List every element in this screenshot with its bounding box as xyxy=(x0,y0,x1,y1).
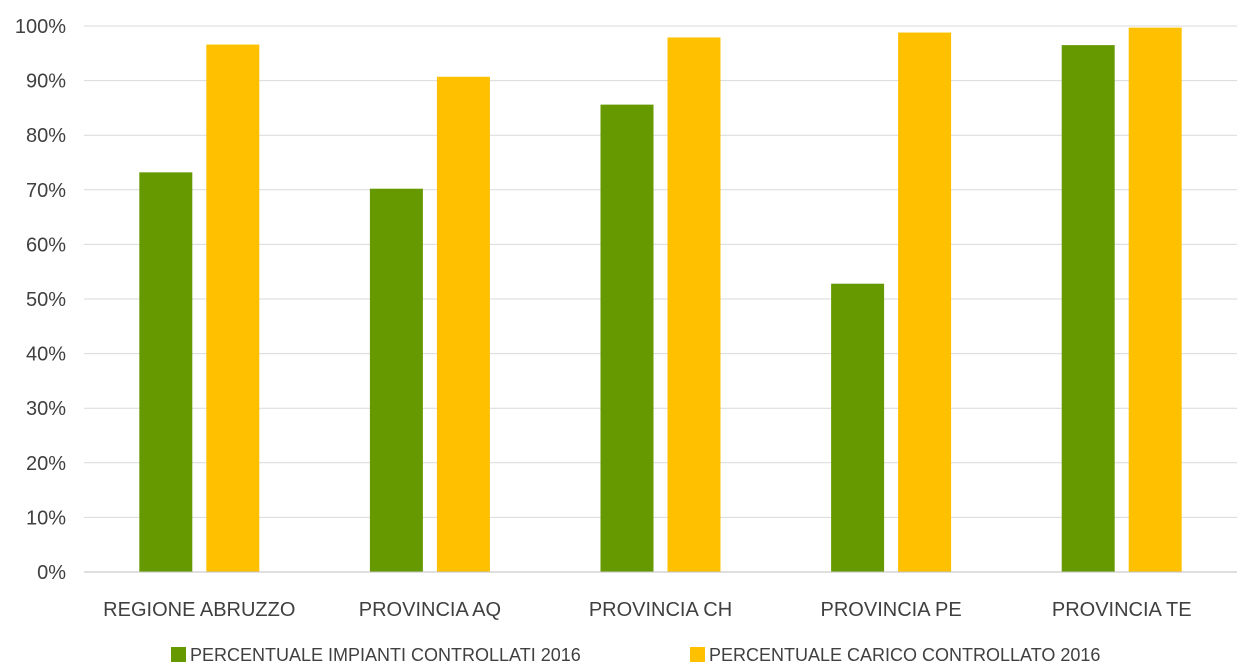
y-tick-label: 40% xyxy=(26,344,66,366)
bar-series-1 xyxy=(831,283,885,572)
bar-series-2 xyxy=(667,37,721,572)
bars xyxy=(139,27,1182,573)
y-tick-label: 20% xyxy=(26,453,66,475)
bar-series-2 xyxy=(206,44,260,572)
y-tick-label: 50% xyxy=(26,289,66,311)
y-tick-label: 100% xyxy=(15,16,66,38)
legend-label-series-2: PERCENTUALE CARICO CONTROLLATO 2016 xyxy=(709,645,1100,665)
y-tick-label: 90% xyxy=(26,71,66,93)
gridlines xyxy=(84,25,1237,573)
bar-series-2 xyxy=(1128,27,1182,572)
x-category-label: PROVINCIA PE xyxy=(821,599,962,621)
bar-series-1 xyxy=(139,172,193,572)
x-category-label: REGIONE ABRUZZO xyxy=(103,599,295,621)
x-category-label: PROVINCIA AQ xyxy=(359,599,501,621)
bar-series-1 xyxy=(369,188,423,572)
bar-series-1 xyxy=(600,104,654,573)
y-tick-label: 60% xyxy=(26,234,66,256)
legend-swatch-series-2 xyxy=(690,647,705,662)
bar-series-2 xyxy=(436,76,490,572)
x-axis: REGIONE ABRUZZO PROVINCIA AQ PROVINCIA CH P… xyxy=(84,571,1237,621)
y-tick-label: 80% xyxy=(26,125,66,147)
bar-series-1 xyxy=(1061,45,1115,573)
y-tick-label: 10% xyxy=(26,507,66,529)
legend-swatch-series-1 xyxy=(171,647,186,662)
x-category-label: PROVINCIA CH xyxy=(589,599,732,621)
legend-label-series-1: PERCENTUALE IMPIANTI CONTROLLATI 2016 xyxy=(190,645,581,665)
legend: PERCENTUALE IMPIANTI CONTROLLATI 2016 PE… xyxy=(171,645,1100,665)
y-tick-label: 0% xyxy=(37,562,66,584)
x-category-label: PROVINCIA TE xyxy=(1052,599,1192,621)
y-axis: 0% 10% 20% 30% 40% 50% 60% 70% 80% 90% 100% xyxy=(15,16,66,584)
y-tick-label: 70% xyxy=(26,180,66,202)
y-tick-label: 30% xyxy=(26,398,66,420)
bar-series-2 xyxy=(898,32,952,572)
